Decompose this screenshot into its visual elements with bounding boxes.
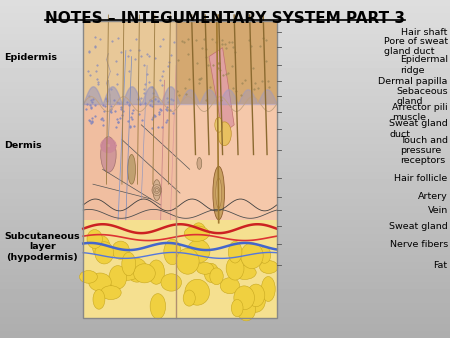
Ellipse shape — [95, 242, 113, 264]
Ellipse shape — [247, 284, 265, 307]
Text: Dermis: Dermis — [4, 141, 42, 150]
Ellipse shape — [220, 278, 239, 294]
Ellipse shape — [197, 158, 202, 169]
Bar — [176, 21, 277, 104]
Ellipse shape — [218, 122, 231, 146]
Ellipse shape — [233, 266, 256, 280]
Ellipse shape — [247, 289, 266, 312]
Ellipse shape — [196, 262, 214, 274]
Ellipse shape — [150, 294, 166, 319]
Text: Fat: Fat — [434, 261, 448, 270]
Text: Hair follicle: Hair follicle — [395, 174, 448, 183]
Text: Arrector pili
muscle: Arrector pili muscle — [392, 102, 448, 122]
Ellipse shape — [183, 290, 195, 306]
Ellipse shape — [87, 230, 102, 248]
Ellipse shape — [185, 279, 210, 305]
Text: NOTES – INTEGUMENTARY SYSTEM PART 3: NOTES – INTEGUMENTARY SYSTEM PART 3 — [45, 11, 405, 26]
Ellipse shape — [204, 263, 219, 283]
Text: Nerve fibers: Nerve fibers — [390, 240, 448, 248]
Ellipse shape — [216, 178, 221, 208]
Ellipse shape — [126, 258, 148, 282]
Ellipse shape — [210, 268, 223, 285]
Ellipse shape — [109, 266, 127, 289]
Ellipse shape — [148, 260, 165, 284]
Ellipse shape — [231, 299, 243, 317]
Ellipse shape — [261, 276, 275, 301]
Ellipse shape — [115, 268, 139, 280]
Text: Pore of sweat
gland duct: Pore of sweat gland duct — [383, 37, 448, 56]
Text: Sweat gland: Sweat gland — [389, 222, 448, 231]
Text: Vein: Vein — [428, 206, 448, 215]
Ellipse shape — [153, 180, 161, 200]
Ellipse shape — [237, 297, 256, 321]
Bar — [83, 104, 176, 220]
Ellipse shape — [93, 290, 105, 309]
Ellipse shape — [187, 240, 210, 263]
Ellipse shape — [215, 117, 223, 132]
Text: Epidermis: Epidermis — [4, 53, 58, 62]
Polygon shape — [209, 48, 234, 134]
Text: Sebaceous
gland: Sebaceous gland — [396, 87, 448, 106]
Ellipse shape — [184, 226, 209, 241]
Ellipse shape — [80, 270, 97, 283]
Ellipse shape — [241, 243, 263, 269]
Ellipse shape — [101, 286, 121, 299]
Ellipse shape — [89, 273, 111, 291]
Ellipse shape — [234, 286, 254, 310]
Ellipse shape — [122, 252, 136, 276]
Ellipse shape — [176, 248, 199, 274]
Text: Dermal papilla: Dermal papilla — [378, 77, 448, 86]
Bar — [83, 104, 277, 220]
Ellipse shape — [134, 264, 155, 283]
Ellipse shape — [101, 137, 116, 172]
Ellipse shape — [226, 257, 244, 280]
Text: Epidermal
ridge: Epidermal ridge — [400, 55, 448, 75]
Ellipse shape — [104, 275, 121, 291]
Bar — [83, 220, 277, 318]
Ellipse shape — [161, 274, 181, 291]
Text: Subcutaneous
layer
(hypodermis): Subcutaneous layer (hypodermis) — [4, 232, 80, 262]
Ellipse shape — [112, 241, 129, 259]
Text: Touch and
pressure
receptors: Touch and pressure receptors — [400, 136, 448, 165]
Ellipse shape — [260, 261, 278, 273]
Ellipse shape — [128, 154, 135, 184]
Ellipse shape — [258, 247, 271, 263]
Ellipse shape — [228, 241, 242, 263]
Ellipse shape — [191, 223, 206, 243]
Text: Sweat gland
duct: Sweat gland duct — [389, 119, 448, 139]
Ellipse shape — [213, 166, 225, 220]
Bar — [83, 21, 176, 104]
Ellipse shape — [164, 239, 181, 265]
Bar — [83, 21, 277, 318]
Text: Hair shaft: Hair shaft — [401, 28, 448, 37]
Ellipse shape — [93, 236, 110, 258]
Text: Artery: Artery — [418, 192, 448, 201]
